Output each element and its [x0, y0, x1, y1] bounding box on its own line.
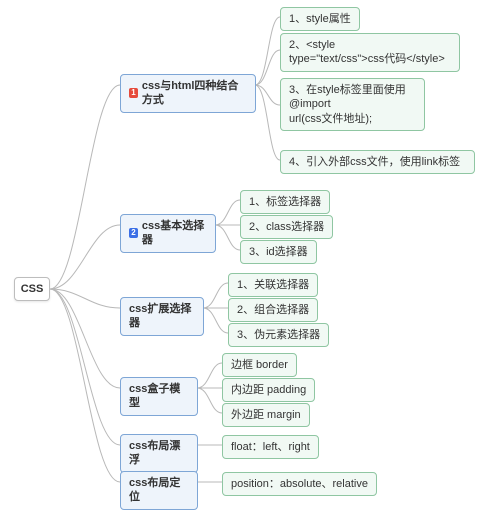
branch-label: css布局定位 [129, 476, 189, 505]
leaf-class-selector[interactable]: 2、class选择器 [240, 215, 333, 239]
leaf-import[interactable]: 3、在style标签里面使用 @import url(css文件地址); [280, 78, 425, 131]
badge-1: 1 [129, 88, 138, 98]
leaf-style-attr[interactable]: 1、style属性 [280, 7, 360, 31]
leaf-id-selector[interactable]: 3、id选择器 [240, 240, 317, 264]
branch-basic-selector[interactable]: 2 css基本选择器 [120, 214, 216, 253]
leaf-tag-selector[interactable]: 1、标签选择器 [240, 190, 330, 214]
branch-label: css布局漂浮 [129, 439, 189, 468]
branch-box-model[interactable]: css盒子模型 [120, 377, 198, 416]
branch-label: css基本选择器 [142, 219, 207, 248]
leaf-pseudo-selector[interactable]: 3、伪元素选择器 [228, 323, 329, 347]
branch-label: css扩展选择器 [129, 302, 195, 331]
branch-css-html[interactable]: 1 css与html四种结合方式 [120, 74, 256, 113]
branch-label: css盒子模型 [129, 382, 189, 411]
root-node[interactable]: CSS [14, 277, 50, 301]
leaf-style-tag[interactable]: 2、<style type="text/css">css代码</style> [280, 33, 460, 72]
leaf-border[interactable]: 边框 border [222, 353, 297, 377]
leaf-link[interactable]: 4、引入外部css文件，使用link标签 [280, 150, 475, 174]
leaf-relation-selector[interactable]: 1、关联选择器 [228, 273, 318, 297]
badge-2: 2 [129, 228, 138, 238]
leaf-margin[interactable]: 外边距 margin [222, 403, 310, 427]
branch-float[interactable]: css布局漂浮 [120, 434, 198, 473]
leaf-position[interactable]: position：absolute、relative [222, 472, 377, 496]
root-label: CSS [21, 282, 44, 296]
leaf-combo-selector[interactable]: 2、组合选择器 [228, 298, 318, 322]
branch-label: css与html四种结合方式 [142, 79, 247, 108]
leaf-float[interactable]: float：left、right [222, 435, 319, 459]
branch-ext-selector[interactable]: css扩展选择器 [120, 297, 204, 336]
branch-position[interactable]: css布局定位 [120, 471, 198, 510]
leaf-padding[interactable]: 内边距 padding [222, 378, 315, 402]
